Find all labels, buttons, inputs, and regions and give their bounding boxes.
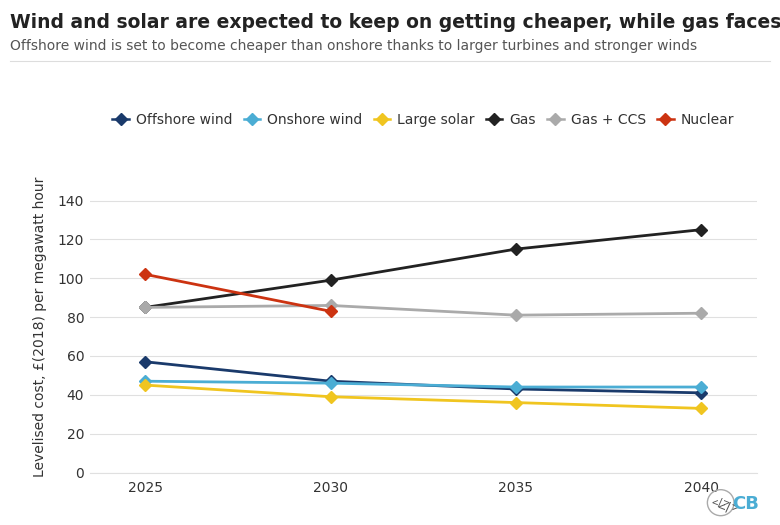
Y-axis label: Levelised cost, £(2018) per megawatt hour: Levelised cost, £(2018) per megawatt hou… — [33, 176, 47, 477]
Text: </>: </> — [711, 498, 730, 508]
Text: CB: CB — [732, 496, 759, 513]
Legend: Offshore wind, Onshore wind, Large solar, Gas, Gas + CCS, Nuclear: Offshore wind, Onshore wind, Large solar… — [107, 108, 739, 133]
Text: </>: </> — [718, 500, 739, 513]
Text: Wind and solar are expected to keep on getting cheaper, while gas faces rising C: Wind and solar are expected to keep on g… — [10, 13, 780, 32]
Text: Offshore wind is set to become cheaper than onshore thanks to larger turbines an: Offshore wind is set to become cheaper t… — [10, 39, 697, 54]
